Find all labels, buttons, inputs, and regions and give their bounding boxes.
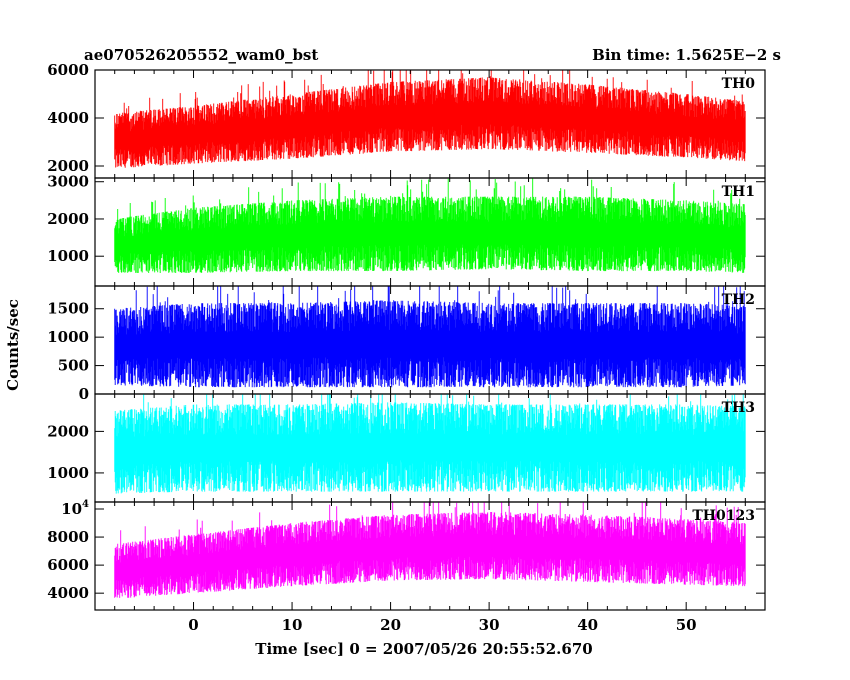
bin-time-label: Bin time: 1.5625E−2 s bbox=[592, 46, 781, 64]
x-axis-label: Time [sec] 0 = 2007/05/26 20:55:52.670 bbox=[255, 640, 592, 658]
y-tick-label: 0 bbox=[79, 385, 89, 403]
y-axis-label: Counts/sec bbox=[4, 299, 22, 391]
panel-th2: 0 500 1000 1500 TH2 bbox=[47, 285, 766, 403]
x-tick-label: 30 bbox=[479, 616, 500, 634]
y-tick-label: 104 bbox=[61, 499, 89, 518]
y-tick-label: 1000 bbox=[47, 328, 89, 346]
series-th0123 bbox=[114, 502, 746, 598]
x-tick-label: 0 bbox=[188, 616, 198, 634]
y-tick-label: 6000 bbox=[47, 61, 89, 79]
tick-label-exponent: 4 bbox=[82, 499, 89, 510]
panel-th1: 1000 2000 3000 TH1 bbox=[47, 173, 766, 287]
y-tick-label: 2000 bbox=[47, 157, 89, 175]
y-tick-label: 6000 bbox=[47, 556, 89, 574]
y-tick-label: 4000 bbox=[47, 584, 89, 602]
y-tick-label: 8000 bbox=[47, 528, 89, 546]
y-tick-label: 1000 bbox=[47, 464, 89, 482]
y-tick-label: 2000 bbox=[47, 422, 89, 440]
panel-label: TH1 bbox=[722, 184, 755, 200]
y-tick-label: 1000 bbox=[47, 247, 89, 265]
panel-th3: 1000 2000 TH3 bbox=[47, 393, 766, 503]
series-th0 bbox=[114, 70, 746, 168]
y-tick-label: 4000 bbox=[47, 109, 89, 127]
chart-title: ae070526205552_wam0_bst bbox=[84, 46, 318, 64]
panel-label: TH3 bbox=[722, 400, 755, 416]
panel-th0: 2000 4000 6000 TH0 bbox=[47, 61, 766, 179]
x-tick-label: 40 bbox=[577, 616, 598, 634]
panels-group: 200040006000TH0100020003000TH10500100015… bbox=[47, 61, 766, 634]
panel-label: TH0 bbox=[722, 76, 756, 92]
y-tick-label: 3000 bbox=[47, 173, 89, 191]
panel-label: TH2 bbox=[722, 292, 755, 308]
x-tick-label: 50 bbox=[676, 616, 697, 634]
panel-label: TH0123 bbox=[692, 508, 755, 524]
series-th2 bbox=[114, 286, 746, 388]
y-tick-label: 2000 bbox=[47, 210, 89, 228]
x-tick-label: 20 bbox=[380, 616, 401, 634]
panel-th0123: 4000 6000 8000 104 TH0123 bbox=[47, 499, 766, 611]
tick-label-base: 10 bbox=[61, 500, 82, 518]
y-tick-label: 500 bbox=[58, 357, 89, 375]
x-tick-label: 10 bbox=[282, 616, 303, 634]
y-tick-label: 1500 bbox=[47, 300, 89, 318]
series-th1 bbox=[114, 178, 746, 273]
series-th3 bbox=[114, 394, 746, 494]
